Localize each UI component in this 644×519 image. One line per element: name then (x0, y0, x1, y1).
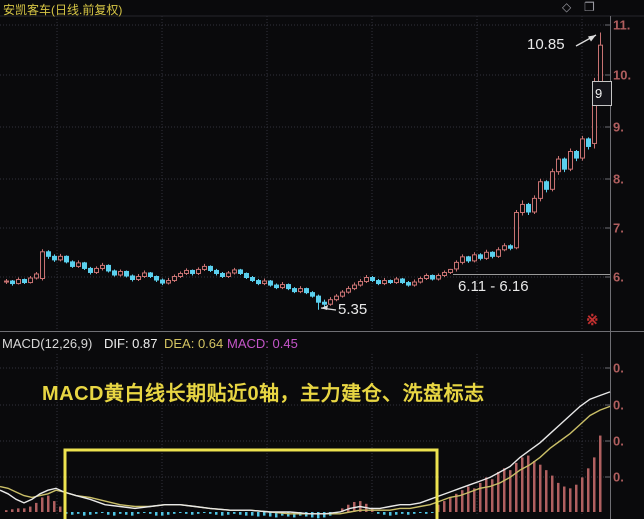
annotation-gap-range: 6.11 - 6.16 (458, 278, 529, 295)
window-icon[interactable]: ❐ (584, 0, 595, 14)
indicator-dea-value: DEA: 0.64 (164, 336, 224, 351)
price-axis-label: 6. (613, 269, 624, 285)
candles-layer (4, 32, 603, 310)
indicator-macd-value: MACD: 0.45 (227, 336, 298, 351)
macd-axis-label: 0. (613, 433, 624, 449)
dea-line-layer (0, 405, 611, 515)
last-price-tag: 9 (592, 81, 612, 106)
price-axis-label: 10. (613, 67, 632, 83)
macd-axis-label: 0. (613, 469, 624, 485)
annotation-low-price: 5.35 (338, 301, 368, 318)
indicator-dif-value: DIF: 0.87 (104, 336, 158, 351)
price-axis-label: 11. (613, 17, 631, 33)
annotation-arrows-layer (320, 34, 597, 311)
macd-axis-label: 0. (613, 397, 624, 413)
chart-title: 安凯客车(日线.前复权) (3, 3, 123, 17)
annotation-note-text: MACD黄白线长期贴近0轴，主力建仓、洗盘标志 (42, 383, 485, 405)
price-axis-label: 7. (613, 220, 624, 236)
highlight-box-layer (63, 448, 439, 519)
watermark-icon: ※ (586, 312, 599, 329)
price-axis-label: 8. (613, 171, 624, 187)
macd-axis-label: 0. (613, 360, 624, 376)
diamond-icon[interactable]: ◇ (562, 0, 572, 14)
macd-histogram-layer (5, 435, 602, 519)
titlebar: 安凯客车(日线.前复权) ◇ ❐ (0, 0, 644, 17)
indicator-name[interactable]: MACD(12,26,9) (2, 336, 93, 351)
dif-line-layer (0, 391, 611, 515)
price-axis-label: 9. (613, 119, 624, 135)
annotation-high-price: 10.85 (527, 36, 565, 53)
grid-layer (0, 16, 610, 516)
